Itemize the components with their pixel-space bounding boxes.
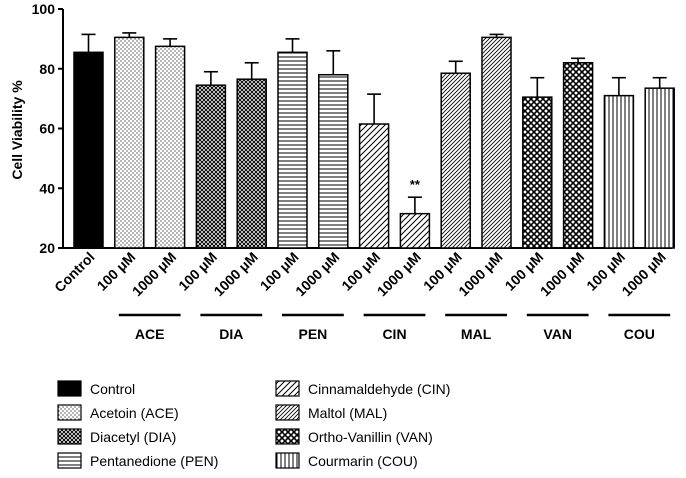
- group-label: ACE: [135, 326, 165, 342]
- legend-label: Ortho-Vanillin (VAN): [308, 429, 433, 445]
- group-label: MAL: [461, 326, 492, 342]
- group-label: DIA: [219, 326, 243, 342]
- y-tick-label: 60: [39, 121, 55, 137]
- group-label: VAN: [543, 326, 572, 342]
- bar-mal-10: [481, 36, 512, 249]
- bar-mal-9: [440, 72, 471, 249]
- legend: Control Acetoin (ACE) Diacetyl (DIA) Pentan…: [57, 380, 450, 469]
- x-tick-label: 1000 μM: [210, 249, 260, 299]
- bar-dia-4: [236, 78, 267, 249]
- y-tick-label: 20: [39, 240, 55, 256]
- y-axis-title: Cell Viability %: [9, 80, 25, 180]
- legend-label: Acetoin (ACE): [90, 405, 179, 421]
- legend-swatch-cou: [275, 452, 300, 469]
- bars: **: [73, 32, 675, 249]
- legend-swatch-dia: [57, 428, 82, 445]
- bar-dia-3: [195, 84, 227, 249]
- x-tick-label: 1000 μM: [618, 249, 668, 299]
- group-label: PEN: [299, 326, 328, 342]
- group-label: COU: [624, 326, 655, 342]
- legend-swatch-pen: [57, 452, 82, 469]
- bar-ace-2: [154, 45, 186, 249]
- bar-van-11: [522, 96, 553, 249]
- x-tick-label: 1000 μM: [292, 249, 342, 299]
- bar-cou-14: [644, 87, 675, 249]
- group-label: CIN: [382, 326, 406, 342]
- legend-label: Courmarin (COU): [308, 453, 418, 469]
- y-tick-label: 100: [32, 1, 56, 17]
- bar-ace-1: [114, 36, 145, 249]
- y-tick-label: 80: [39, 61, 55, 77]
- y-tick-label: 40: [39, 180, 55, 196]
- bar-cin-8: [399, 212, 431, 249]
- x-tick-label: 1000 μM: [537, 249, 587, 299]
- bar-van-12: [562, 62, 594, 249]
- x-tick-label: 1000 μM: [374, 249, 424, 299]
- x-tick-label: 1000 μM: [455, 249, 505, 299]
- significance-annotation: **: [410, 177, 421, 192]
- legend-swatch-control: [57, 380, 82, 397]
- x-tick-label: 1000 μM: [129, 249, 179, 299]
- legend-swatch-cin: [275, 380, 300, 397]
- legend-swatch-ace: [57, 404, 82, 421]
- legend-label: Control: [90, 381, 135, 397]
- bar-pen-5: [277, 51, 308, 249]
- group-labels: ACE DIA PEN CIN MAL VAN COU: [118, 313, 671, 342]
- legend-label: Pentanedione (PEN): [90, 453, 218, 469]
- legend-swatch-van: [275, 428, 300, 445]
- bar-pen-6: [318, 73, 349, 249]
- bar-control-0: [73, 51, 104, 249]
- bar-cou-13: [603, 94, 635, 249]
- legend-label: Cinnamaldehyde (CIN): [308, 381, 450, 397]
- legend-label: Maltol (MAL): [308, 405, 387, 421]
- legend-label: Diacetyl (DIA): [90, 429, 176, 445]
- x-tick-label: Control: [51, 249, 98, 296]
- bar-cin-7: [358, 123, 390, 249]
- legend-swatch-mal: [275, 404, 300, 421]
